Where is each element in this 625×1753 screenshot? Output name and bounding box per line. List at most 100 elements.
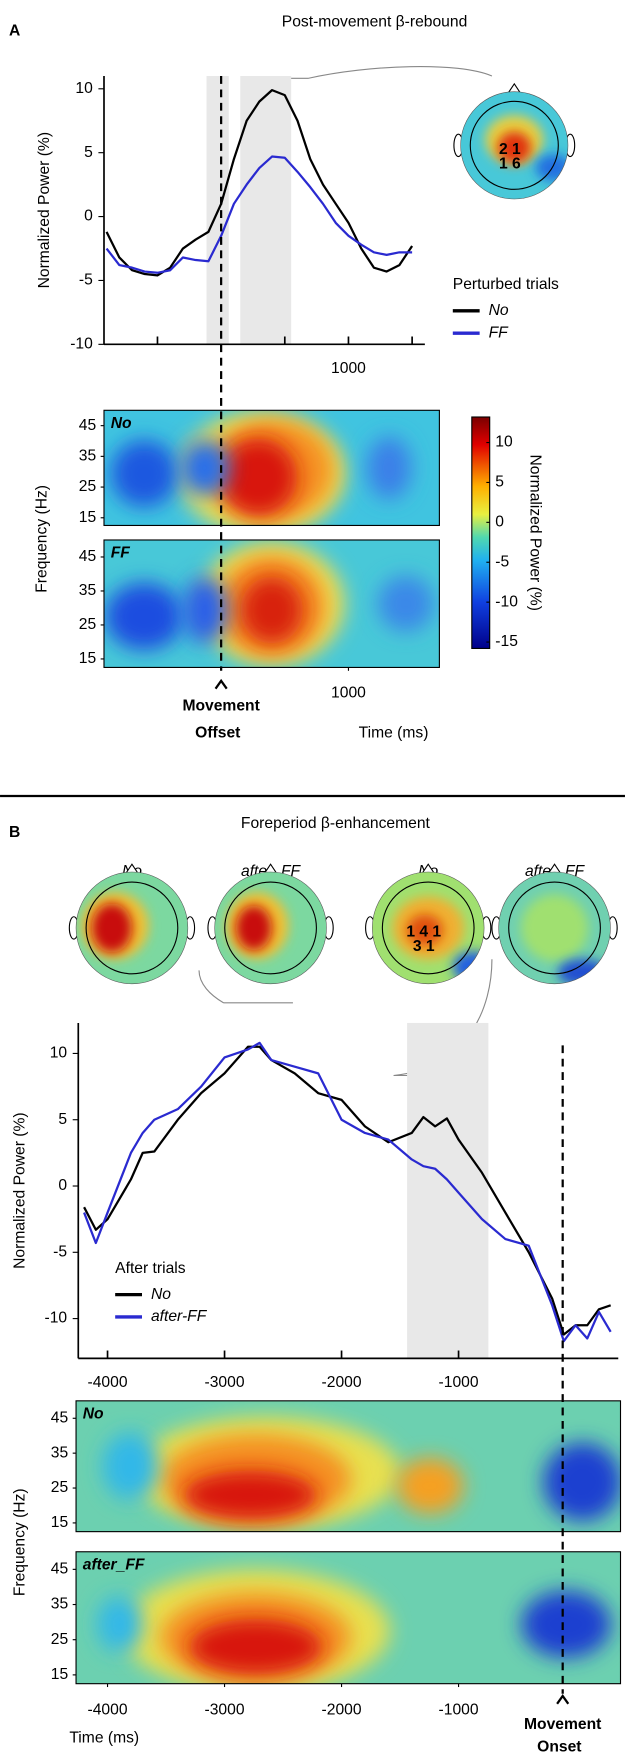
heatmap-frame [103,539,440,668]
y-tick-label: 10 [50,1045,68,1062]
heatmap-y-axis-label: Frequency (Hz) [34,485,51,593]
y-tick-label: 0 [58,1177,67,1194]
heatmap-blob [543,1442,621,1522]
heatmap-frame [75,1551,622,1685]
topoplot-map [460,91,568,200]
colorbar-tick-label: 10 [495,434,513,451]
topoplot-blob [497,131,532,164]
heatmap-frame [103,409,440,527]
heatmap [103,410,440,526]
connector [198,970,293,1004]
heatmap-y-tick-label: 25 [51,1631,69,1648]
topoplot-rim [214,871,327,985]
topoplot-rim [498,871,611,985]
colorbar-tick-label: -10 [495,593,518,610]
colorbar-label: Normalized Power (%) [526,454,543,610]
heatmap-label: FF [111,545,131,562]
y-axis-label: Normalized Power (%) [36,132,53,288]
topoplot-outline [508,881,601,975]
topoplot-blob [521,894,589,962]
topoplot-outline [381,881,475,975]
electrode-label: 3 1 [413,938,435,955]
heatmap-label: No [83,1405,104,1422]
colorbar-tick-label: -15 [495,633,518,650]
heatmap-y-tick-label: 35 [79,582,97,599]
heatmap [103,539,440,668]
topoplot-rim [372,871,485,985]
chart-title: Post-movement β-rebound [282,14,467,31]
heatmap-y-tick-label: 35 [51,1444,69,1461]
heatmap-frame [75,1400,622,1533]
heatmap-x-tick-label: -3000 [205,1702,245,1719]
heatmap-y-tick-label: 25 [79,478,97,495]
topoplot-map [498,872,611,984]
topoplot-blob [535,154,568,182]
heatmap-y-tick-label: 15 [51,1666,69,1683]
heatmap-y-tick-label: 45 [79,417,97,434]
x-tick-label: -2000 [322,1374,362,1391]
topoplot-map [214,872,327,984]
topoplot-blob [91,903,132,953]
y-tick-label: -10 [70,335,93,352]
topoplot-nose [507,82,522,95]
y-tick-label: 10 [75,80,93,97]
y-tick-label: 5 [84,144,93,161]
legend-title: After trials [115,1260,186,1277]
event-caret [556,1694,570,1705]
topoplot-nose [547,863,562,875]
legend-label: No [489,302,509,319]
colorbar-tick-label: -5 [495,553,509,570]
y-tick-label: 5 [58,1111,67,1128]
topoplot-blob [452,951,485,983]
shaded-interval [240,76,292,345]
topoplot-rim [460,91,569,200]
x-axis-label: Time (ms) [69,1730,139,1747]
heatmap-blob [219,437,298,517]
electrode-label: 1 4 1 [406,924,441,941]
heatmap-y-tick-label: 45 [51,1409,69,1426]
topoplot-outline [85,881,179,975]
x-axis-label: Time (ms) [359,725,429,742]
topoplot-outline [224,881,317,975]
heatmap-blob [183,1470,318,1520]
heatmap-blob [240,576,303,644]
heatmap-blob [521,1590,611,1658]
heatmap-y-axis-label: Frequency (Hz) [11,1488,28,1596]
colorbar-tick-label: 5 [495,474,504,491]
heatmap [76,1400,621,1532]
colorbar [471,416,491,649]
heatmap-y-tick-label: 35 [79,448,97,465]
topoplot-map [76,872,188,984]
y-tick-label: 0 [84,208,93,225]
legend-label: after-FF [151,1308,208,1325]
series-line [105,155,413,274]
series-line [83,1041,612,1343]
series-line [83,1045,612,1336]
heatmap-label: after_FF [83,1556,145,1573]
heatmap-blob [182,576,227,644]
heatmap-x-tick-label: -2000 [322,1702,362,1719]
heatmap [76,1551,621,1684]
topoplot-rim [75,871,189,985]
y-tick-label: -5 [79,272,93,289]
topoplot-blob [406,914,443,946]
shaded-interval [407,1022,489,1359]
heatmap-y-tick-label: 15 [51,1514,69,1531]
heatmap-blob [105,582,184,650]
chart-title: Foreperiod β-enhancement [241,815,431,832]
y-tick-label: -10 [44,1310,67,1327]
y-tick-label: -5 [53,1243,67,1260]
heatmap-y-tick-label: 45 [51,1560,69,1577]
panel-label: A [9,22,20,39]
heatmap-blob [110,440,178,508]
panel-label: B [9,824,20,841]
heatmap-y-tick-label: 15 [79,509,97,526]
heatmap-label: No [111,415,132,432]
heatmap-y-tick-label: 35 [51,1596,69,1613]
event-caret [214,678,228,690]
heatmap-blob [366,436,412,500]
y-axis-label: Normalized Power (%) [11,1112,28,1268]
heatmap-x-tick-label: -4000 [88,1702,128,1719]
